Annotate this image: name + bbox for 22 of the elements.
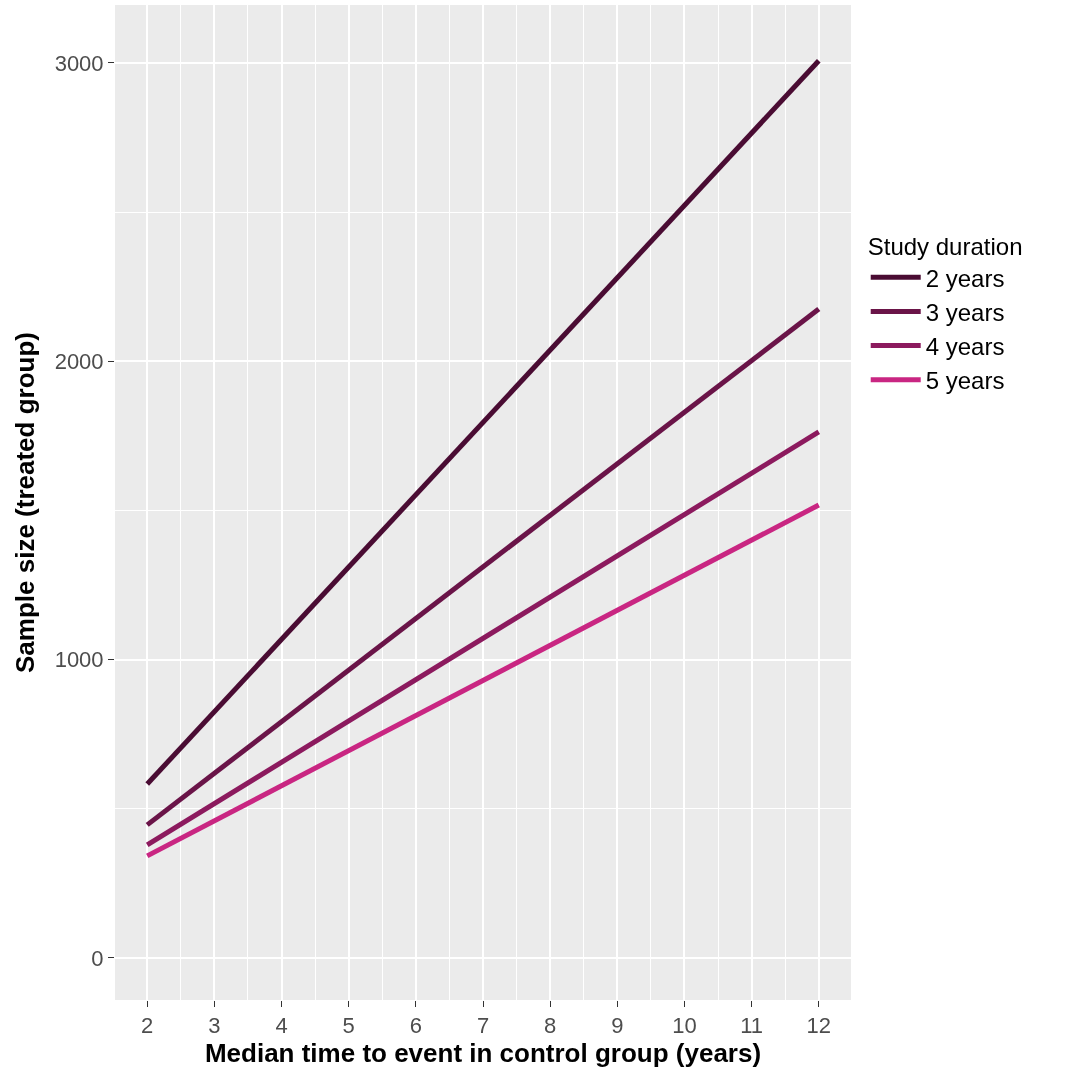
x-tick-label: 3 <box>208 1013 221 1039</box>
y-tick-label: 2000 <box>54 348 104 374</box>
x-tick-label: 4 <box>275 1013 288 1039</box>
x-tick-label: 9 <box>611 1013 624 1039</box>
x-tick-label: 2 <box>141 1013 154 1039</box>
legend-label: 5 years <box>925 367 1005 395</box>
x-tick-label: 7 <box>476 1013 490 1039</box>
x-tick-label: 12 <box>806 1013 832 1039</box>
x-tick-label: 11 <box>740 1013 764 1039</box>
x-axis-title: Median time to event in control group (years) <box>204 1038 762 1069</box>
legend-label: 4 years <box>925 332 1005 360</box>
x-tick-label: 8 <box>544 1013 557 1039</box>
x-tick-label: 6 <box>409 1013 422 1039</box>
x-tick-label: 10 <box>672 1013 697 1039</box>
y-tick-label: 3000 <box>54 50 104 76</box>
legend-label: 3 years <box>925 298 1005 326</box>
y-axis-title: Sample size (treated group) <box>10 332 41 673</box>
legend-label: 2 years <box>925 264 1005 292</box>
y-tick-label: 1000 <box>54 647 104 673</box>
x-tick-label: 5 <box>342 1013 355 1039</box>
legend-title: Study duration <box>867 233 1023 261</box>
y-tick-label: 0 <box>91 945 104 971</box>
